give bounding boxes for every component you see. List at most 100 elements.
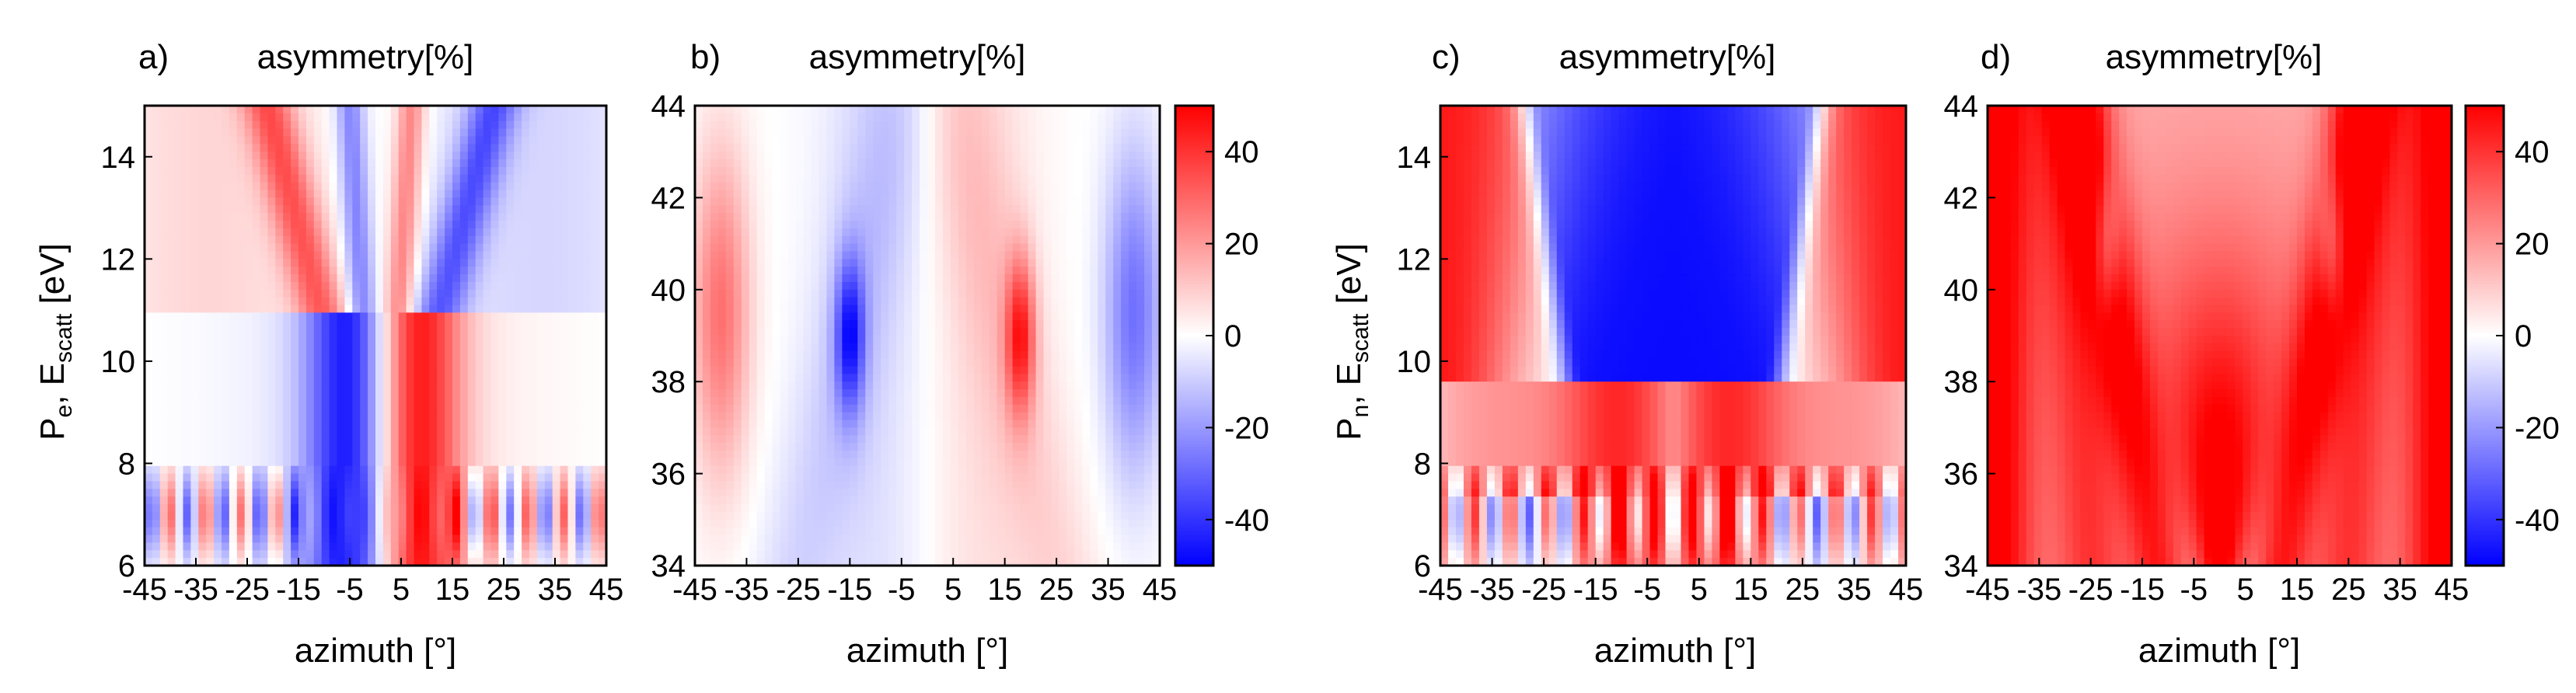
heatmap-cell bbox=[398, 350, 407, 360]
heatmap-cell bbox=[857, 144, 866, 152]
heatmap-cell bbox=[552, 519, 561, 528]
heatmap-cell bbox=[275, 205, 284, 214]
heatmap-cell bbox=[599, 190, 607, 198]
heatmap-cell bbox=[1020, 221, 1029, 229]
heatmap-cell bbox=[1144, 197, 1153, 206]
heatmap-cell bbox=[421, 213, 430, 221]
heatmap-cell bbox=[305, 420, 315, 428]
heatmap-cell bbox=[888, 113, 897, 122]
heatmap-cell bbox=[167, 343, 176, 352]
heatmap-cell bbox=[583, 305, 592, 313]
heatmap-cell bbox=[360, 496, 368, 505]
heatmap-cell bbox=[175, 404, 184, 413]
heatmap-cell bbox=[834, 190, 843, 198]
heatmap-cell bbox=[236, 305, 246, 313]
heatmap-cell bbox=[467, 190, 476, 198]
heatmap-cell bbox=[145, 465, 153, 475]
heatmap-cell bbox=[267, 396, 276, 406]
heatmap-cell bbox=[506, 535, 515, 543]
heatmap-cell bbox=[888, 190, 897, 198]
heatmap-cell bbox=[498, 389, 507, 398]
heatmap-cell bbox=[1129, 136, 1137, 145]
heatmap-cell bbox=[787, 228, 797, 237]
heatmap-cell bbox=[152, 128, 161, 138]
heatmap-cell bbox=[206, 281, 215, 291]
heatmap-cell bbox=[850, 228, 858, 237]
heatmap-cell bbox=[329, 190, 338, 198]
heatmap-cell bbox=[475, 504, 484, 513]
heatmap-cell bbox=[552, 228, 561, 237]
heatmap-cell bbox=[583, 350, 592, 360]
heatmap-cell bbox=[459, 151, 469, 160]
heatmap-cell bbox=[145, 320, 153, 329]
heatmap-cell bbox=[214, 259, 222, 267]
heatmap-cell bbox=[981, 259, 990, 267]
heatmap-cell bbox=[252, 489, 261, 497]
heatmap-cell bbox=[795, 266, 805, 275]
heatmap-cell bbox=[927, 213, 936, 221]
heatmap-cell bbox=[834, 243, 843, 252]
heatmap-cell bbox=[321, 451, 330, 459]
heatmap-cell bbox=[145, 182, 153, 191]
heatmap-cell bbox=[252, 289, 261, 298]
heatmap-cell bbox=[498, 519, 507, 528]
heatmap-cell bbox=[329, 420, 338, 428]
heatmap-cell bbox=[375, 435, 384, 444]
heatmap-cell bbox=[888, 205, 897, 214]
heatmap-cell bbox=[445, 274, 453, 283]
heatmap-cell bbox=[329, 443, 338, 451]
heatmap-cell bbox=[267, 451, 276, 459]
heatmap-cell bbox=[1043, 120, 1052, 130]
heatmap-cell bbox=[483, 389, 492, 398]
heatmap-cell bbox=[567, 473, 576, 482]
heatmap-cell bbox=[267, 504, 276, 513]
heatmap-cell bbox=[214, 151, 222, 160]
heatmap-cell bbox=[198, 120, 207, 130]
heatmap-cell bbox=[459, 350, 469, 360]
heatmap-cell bbox=[725, 221, 735, 229]
heatmap-cell bbox=[599, 465, 607, 475]
heatmap-cell bbox=[406, 427, 415, 436]
heatmap-cell bbox=[591, 550, 599, 559]
heatmap-cell bbox=[850, 120, 858, 130]
heatmap-cell bbox=[429, 128, 438, 138]
heatmap-cell bbox=[452, 366, 461, 374]
heatmap-cell bbox=[475, 381, 484, 390]
heatmap-cell bbox=[167, 151, 176, 160]
heatmap-cell bbox=[214, 412, 222, 421]
heatmap-cell bbox=[490, 182, 499, 191]
heatmap-cell bbox=[1004, 221, 1014, 229]
heatmap-cell bbox=[710, 113, 719, 122]
heatmap-cell bbox=[536, 128, 546, 138]
heatmap-cell bbox=[429, 451, 438, 459]
heatmap-cell bbox=[560, 235, 569, 245]
heatmap-cell bbox=[283, 381, 291, 390]
heatmap-cell bbox=[544, 473, 553, 482]
heatmap-cell bbox=[175, 182, 184, 191]
heatmap-cell bbox=[206, 205, 215, 214]
heatmap-cell bbox=[522, 350, 530, 360]
heatmap-cell bbox=[414, 328, 422, 336]
heatmap-cell bbox=[159, 120, 169, 130]
heatmap-cell bbox=[329, 358, 338, 367]
heatmap-cell bbox=[382, 221, 392, 229]
heatmap-cell bbox=[214, 182, 222, 191]
heatmap-cell bbox=[414, 527, 422, 536]
heatmap-cell bbox=[159, 435, 169, 444]
heatmap-cell bbox=[236, 328, 246, 336]
heatmap-cell bbox=[267, 136, 276, 145]
heatmap-cell bbox=[560, 535, 569, 543]
heatmap-cell bbox=[406, 496, 415, 505]
heatmap-cell bbox=[382, 274, 392, 283]
heatmap-cell bbox=[329, 435, 338, 444]
heatmap-cell bbox=[950, 113, 959, 122]
heatmap-cell bbox=[337, 289, 345, 298]
heatmap-cell bbox=[198, 106, 207, 114]
heatmap-cell bbox=[305, 274, 315, 283]
heatmap-cell bbox=[298, 343, 307, 352]
heatmap-cell bbox=[368, 266, 376, 275]
heatmap-cell bbox=[896, 243, 905, 252]
heatmap-cell bbox=[267, 197, 276, 206]
heatmap-cell bbox=[167, 251, 176, 259]
heatmap-cell bbox=[934, 128, 944, 138]
